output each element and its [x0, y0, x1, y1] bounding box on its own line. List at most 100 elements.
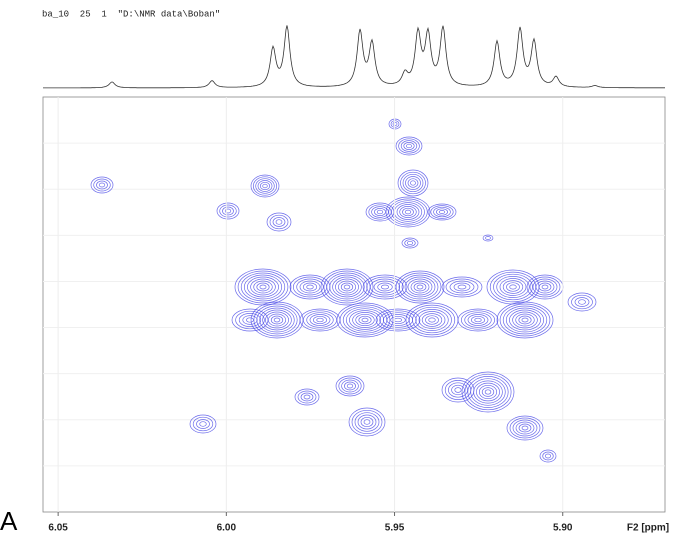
contour-ring	[302, 310, 338, 330]
contour-ring	[467, 314, 489, 326]
contour-ring	[303, 394, 311, 400]
contour-ring	[365, 202, 395, 222]
panel-label: A	[0, 506, 18, 536]
contour-ring	[578, 299, 586, 305]
contour-ring	[90, 176, 114, 194]
contour-ring	[297, 390, 317, 404]
contour-ring	[300, 392, 314, 402]
contour-ring	[256, 305, 298, 335]
contour-ring	[416, 284, 424, 290]
contour-ring	[499, 303, 551, 337]
contour-ring	[506, 282, 520, 292]
contour-ring	[393, 202, 423, 222]
contour-ring	[453, 282, 471, 292]
contour-ring	[192, 416, 214, 432]
contour-ring	[382, 312, 414, 328]
contour-ring	[351, 409, 383, 435]
contour-ring	[299, 280, 321, 294]
contour-ring	[354, 412, 380, 432]
contour-ring	[247, 276, 279, 298]
contour-ring	[413, 282, 427, 292]
contour-ring	[337, 280, 357, 294]
contour-ring	[219, 204, 237, 218]
contour-ring	[329, 274, 365, 300]
contour-ring	[238, 313, 262, 327]
contour-ring	[402, 173, 424, 193]
contour-ring	[415, 309, 449, 331]
contour-ring	[470, 315, 486, 325]
contour-ring	[541, 284, 549, 290]
contour-ring	[336, 302, 394, 338]
contour-ring	[421, 313, 443, 327]
contour-ring	[240, 272, 286, 302]
contour-ring	[544, 453, 552, 459]
contour-ring	[96, 180, 108, 190]
contour-ring	[252, 176, 278, 196]
contour-ring	[397, 169, 429, 197]
contour-ring	[532, 278, 558, 296]
contour-ring	[398, 138, 420, 154]
contour-ring	[375, 308, 421, 332]
contour-ring	[255, 178, 275, 194]
contour-ring	[265, 311, 289, 329]
contour-ring	[374, 208, 386, 216]
contour-ring	[407, 278, 433, 296]
contour-ring	[362, 274, 408, 300]
contour-ring	[243, 274, 283, 300]
contour-ring	[529, 276, 561, 298]
contour-ring	[345, 308, 385, 332]
contour-ring	[335, 375, 365, 397]
contour-ring	[292, 276, 328, 298]
contour-ring	[444, 380, 472, 400]
contour-ring	[518, 423, 532, 433]
contour-ring	[355, 313, 375, 327]
contour-ring	[358, 315, 372, 325]
contour-ring	[428, 317, 436, 323]
contour-ring	[542, 451, 554, 461]
contour-ring	[521, 317, 529, 323]
contour-ring	[502, 280, 524, 294]
header-text: ba_10 25 1 "D:\NMR data\Boban"	[42, 9, 220, 19]
contour-ring	[390, 315, 406, 325]
contour-ring	[538, 282, 552, 292]
contour-ring	[457, 308, 499, 332]
contour-ring	[309, 314, 331, 326]
projection-trace	[43, 25, 665, 89]
contour-ring	[376, 209, 384, 215]
contour-ring	[262, 183, 268, 189]
contour-ring	[404, 209, 412, 215]
contour-ring	[398, 272, 442, 302]
contour-ring	[360, 416, 374, 428]
contour-ring	[427, 203, 457, 221]
contour-ring	[395, 136, 423, 156]
contour-ring	[509, 284, 517, 290]
contour-ring	[294, 388, 320, 406]
contour-ring	[391, 200, 425, 224]
x-tick-label: 5.95	[385, 523, 405, 534]
contour-ring	[473, 380, 503, 404]
contour-ring	[464, 373, 512, 411]
contour-ring	[380, 284, 390, 290]
contour-ring	[216, 202, 240, 220]
contour-ring	[335, 278, 359, 296]
contour-ring	[237, 270, 289, 304]
contour-ring	[518, 315, 532, 325]
contour-ring	[257, 180, 273, 192]
contour-ring	[189, 414, 217, 434]
contour-ring	[496, 301, 554, 339]
contour-ring	[402, 207, 414, 217]
contour-ring	[306, 312, 334, 328]
contour-ring	[346, 383, 354, 389]
contour-ring	[407, 178, 419, 188]
contour-ring	[433, 206, 451, 218]
contour-ring	[266, 212, 292, 232]
contour-ring	[539, 449, 557, 463]
contour-ring	[275, 219, 283, 225]
contour-ring	[403, 142, 415, 150]
contour-ring	[478, 384, 498, 400]
contour-ring	[400, 171, 426, 195]
contour-ring	[269, 214, 289, 230]
x-tick-label: 6.05	[48, 523, 68, 534]
contour-ring	[486, 269, 540, 305]
contour-ring	[366, 276, 404, 298]
